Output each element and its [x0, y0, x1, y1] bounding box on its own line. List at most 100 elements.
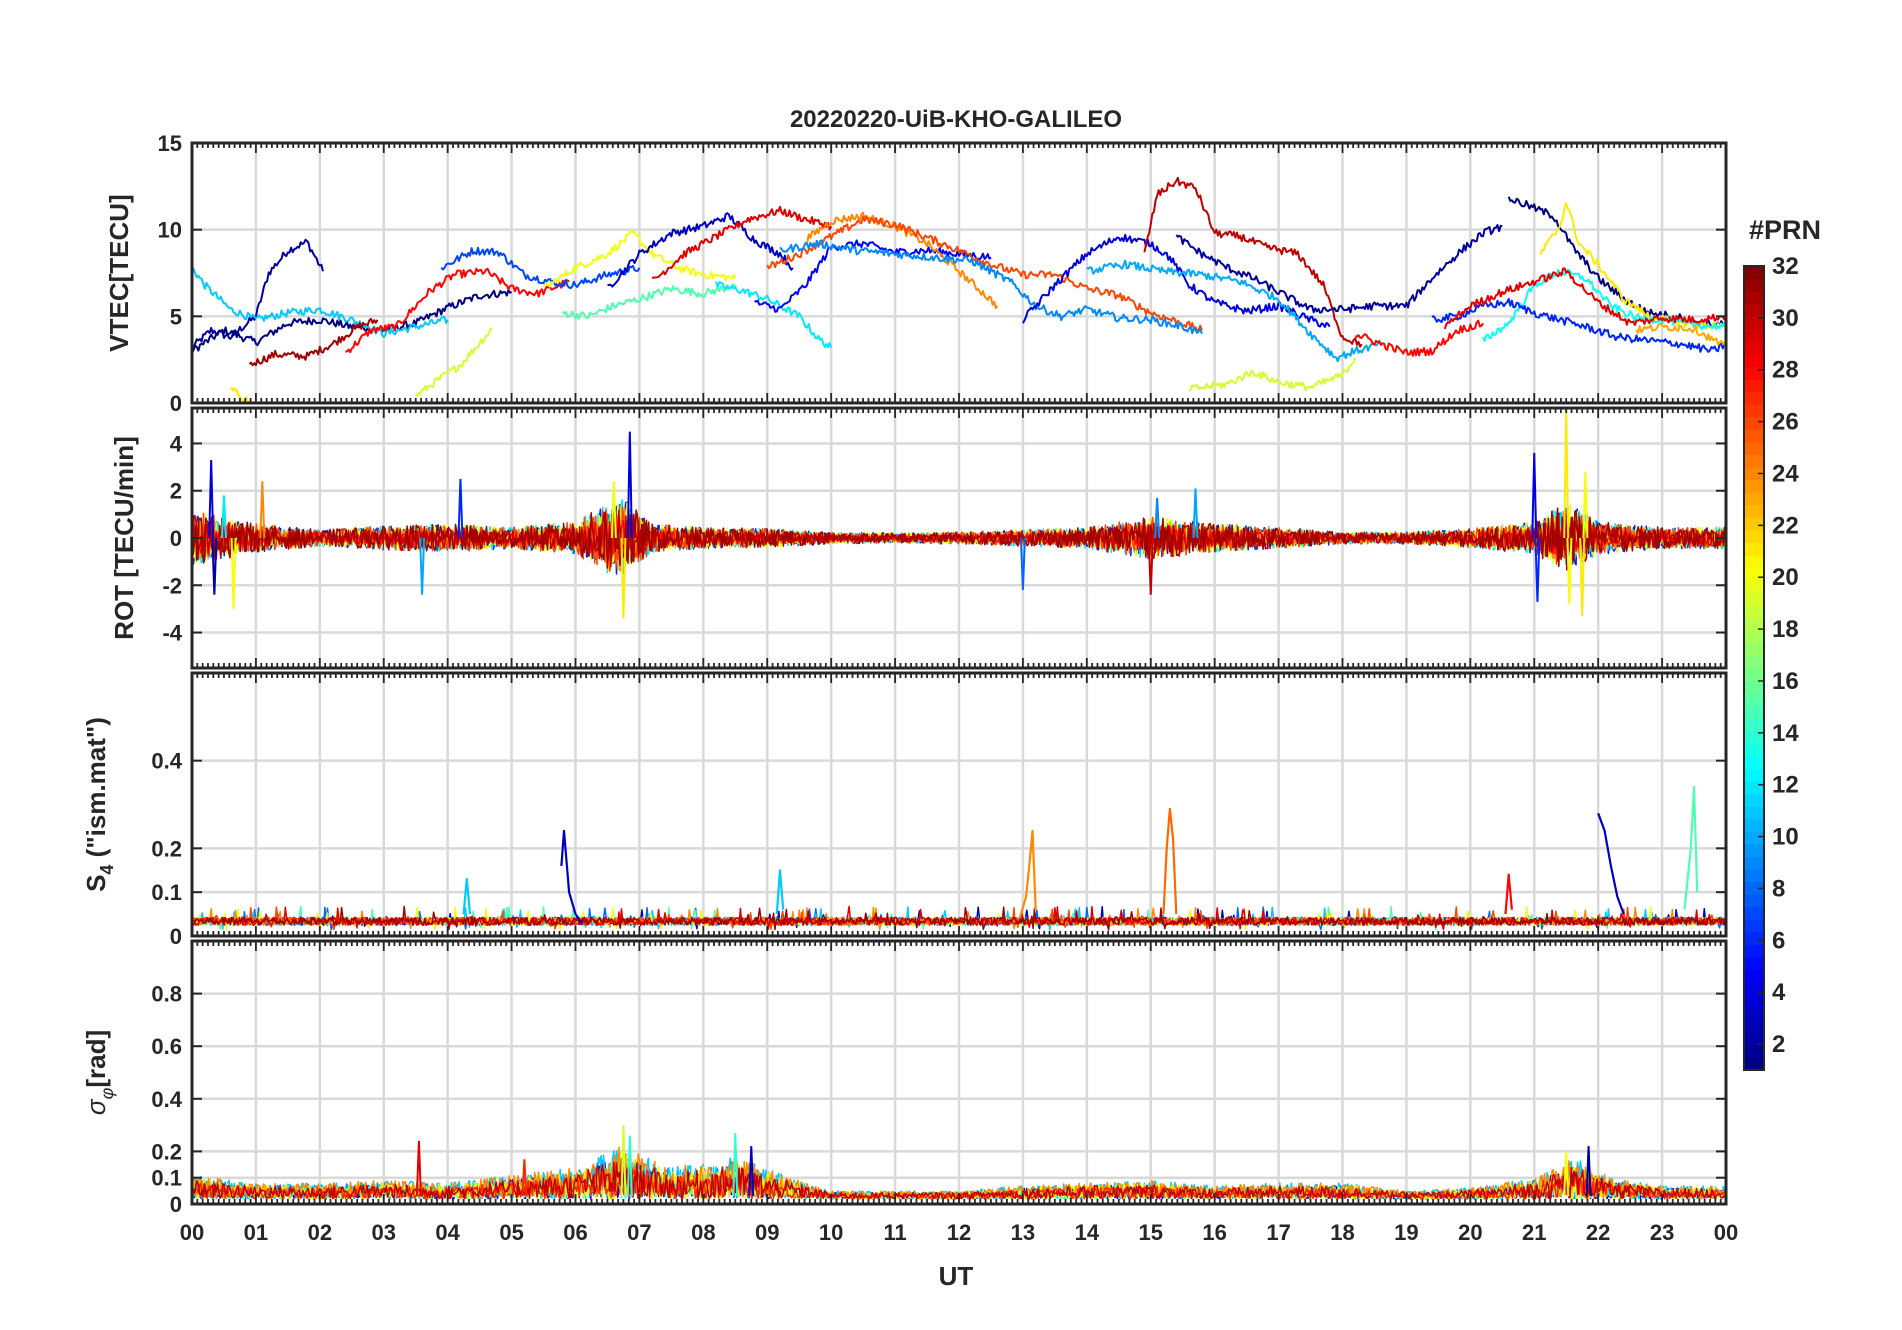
- panel-vtec: 0 5 10 15 VTEC[TECU]: [104, 131, 1728, 416]
- colorbar-tick-label: 2: [1772, 1031, 1785, 1058]
- x-tick-label: 04: [435, 1220, 460, 1245]
- s4-ylabel-sub: 4: [97, 865, 117, 875]
- rot-spike: [419, 537, 426, 595]
- colorbar-band: [1744, 743, 1764, 757]
- colorbar-band: [1744, 944, 1764, 958]
- colorbar-band: [1744, 605, 1764, 619]
- chart-title: 20220220-UiB-KHO-GALILEO: [790, 106, 1122, 133]
- sigma-spike: [748, 1146, 755, 1197]
- sigma-spike: [732, 1132, 739, 1197]
- colorbar-band: [1744, 1019, 1764, 1033]
- sigma-spike: [521, 1159, 528, 1197]
- colorbar-band: [1744, 642, 1764, 657]
- y-tick-label: 15: [158, 131, 182, 156]
- rot-spike: [457, 478, 464, 539]
- colorbar-band: [1744, 429, 1764, 443]
- rot-spike: [1192, 488, 1199, 539]
- colorbar-band: [1744, 1057, 1764, 1071]
- colorbar-band: [1744, 969, 1764, 983]
- colorbar-band: [1744, 266, 1764, 280]
- vtec-line-prn-19: [414, 327, 493, 397]
- colorbar-band: [1744, 831, 1764, 845]
- x-tick-label: 07: [627, 1220, 651, 1245]
- colorbar-band: [1744, 492, 1764, 506]
- colorbar-band: [1744, 668, 1764, 682]
- x-tick-label: 22: [1586, 1220, 1610, 1245]
- colorbar-band: [1744, 856, 1764, 870]
- y-tick-label: -2: [162, 573, 182, 598]
- colorbar-tick-label: 18: [1772, 616, 1799, 643]
- vtec-line-prn-15: [561, 283, 736, 320]
- rot-spike: [1579, 537, 1586, 617]
- x-tick-label: 00: [1714, 1220, 1738, 1245]
- colorbar-band: [1744, 592, 1764, 606]
- y-tick-label: 0.1: [151, 1166, 182, 1191]
- x-tick-label: 18: [1330, 1220, 1354, 1245]
- colorbar-frame: [1743, 265, 1765, 1071]
- y-tick-label: 0.8: [151, 982, 182, 1007]
- rot-series: [192, 408, 1726, 619]
- x-tick-label: 23: [1650, 1220, 1674, 1245]
- vtec-line-prn-29: [1443, 267, 1726, 330]
- rot-spike: [1566, 537, 1573, 605]
- rot-spike: [610, 481, 617, 539]
- vtec-line-prn-1: [192, 289, 512, 354]
- colorbar-band: [1744, 517, 1764, 531]
- sigma-ylabel-sub: φ: [97, 1087, 117, 1099]
- s4-spike-prn-11: [462, 877, 472, 915]
- x-tick-label: 19: [1394, 1220, 1418, 1245]
- rot-spike: [626, 431, 633, 539]
- colorbar-band: [1744, 554, 1764, 569]
- colorbar-band: [1744, 529, 1764, 543]
- s4-spike-prn-28: [1504, 873, 1513, 915]
- vtec-line-prn-26: [766, 215, 1203, 332]
- y-tick-label: 4: [170, 431, 183, 456]
- rot-spike: [220, 495, 227, 539]
- sigma-spike: [1585, 1146, 1592, 1197]
- colorbar-band: [1744, 693, 1764, 707]
- y-tick-label: 0.4: [151, 1087, 182, 1112]
- vtec-line-prn-28: [345, 267, 570, 354]
- colorbar-band: [1744, 994, 1764, 1008]
- colorbar-band: [1744, 467, 1764, 481]
- panel-s4: 0 0.1 0.2 0.4 S4 ("ism.mat"): [81, 671, 1728, 949]
- colorbar-tick-label: 10: [1772, 824, 1799, 851]
- x-tick-label: 16: [1202, 1220, 1226, 1245]
- vtec-line-prn-11: [192, 266, 449, 339]
- colorbar-tick-label: 6: [1772, 927, 1785, 954]
- rot-spike: [208, 459, 215, 539]
- x-tick-label: 17: [1266, 1220, 1290, 1245]
- vtec-line-prn-28: [1354, 319, 1484, 357]
- colorbar-band: [1744, 982, 1764, 996]
- panel-sigma-phi: 00.10.2 0.4 0.6 0.8 σφ[rad]: [81, 939, 1728, 1217]
- colorbar-title: #PRN: [1749, 215, 1821, 245]
- colorbar-band: [1744, 479, 1764, 493]
- y-tick-label: 5: [170, 304, 182, 329]
- rot-spike: [620, 537, 627, 619]
- vtec-line-prn-12: [715, 281, 833, 349]
- x-tick-label: 21: [1522, 1220, 1546, 1245]
- x-tick-label: 09: [755, 1220, 779, 1245]
- x-axis-label: UT: [939, 1261, 974, 1291]
- y-tick-label: 0.2: [151, 836, 182, 861]
- x-tick-label: 03: [372, 1220, 396, 1245]
- sigma-ytick-labels: 00.10.2 0.4 0.6 0.8: [151, 982, 182, 1217]
- rot-spike: [1154, 497, 1161, 539]
- x-tick-label: 06: [563, 1220, 587, 1245]
- x-tick-label: 14: [1075, 1220, 1100, 1245]
- s4-spike-prn-3: [560, 829, 583, 924]
- colorbar-band: [1744, 869, 1764, 883]
- colorbar-band: [1744, 567, 1764, 581]
- x-tick-label: 20: [1458, 1220, 1482, 1245]
- colorbar-band: [1744, 366, 1764, 380]
- colorbar-band: [1744, 379, 1764, 393]
- vtec-line-prn-29: [651, 205, 833, 280]
- vtec-series: [192, 176, 1726, 403]
- x-tick-label: 01: [244, 1220, 268, 1245]
- vtec-line-prn-30: [1143, 176, 1363, 348]
- vtec-ylabel: VTEC[TECU]: [104, 194, 134, 351]
- s4-spike-prn-3: [1597, 812, 1625, 915]
- sigma-ylabel: σφ[rad]: [81, 1030, 117, 1115]
